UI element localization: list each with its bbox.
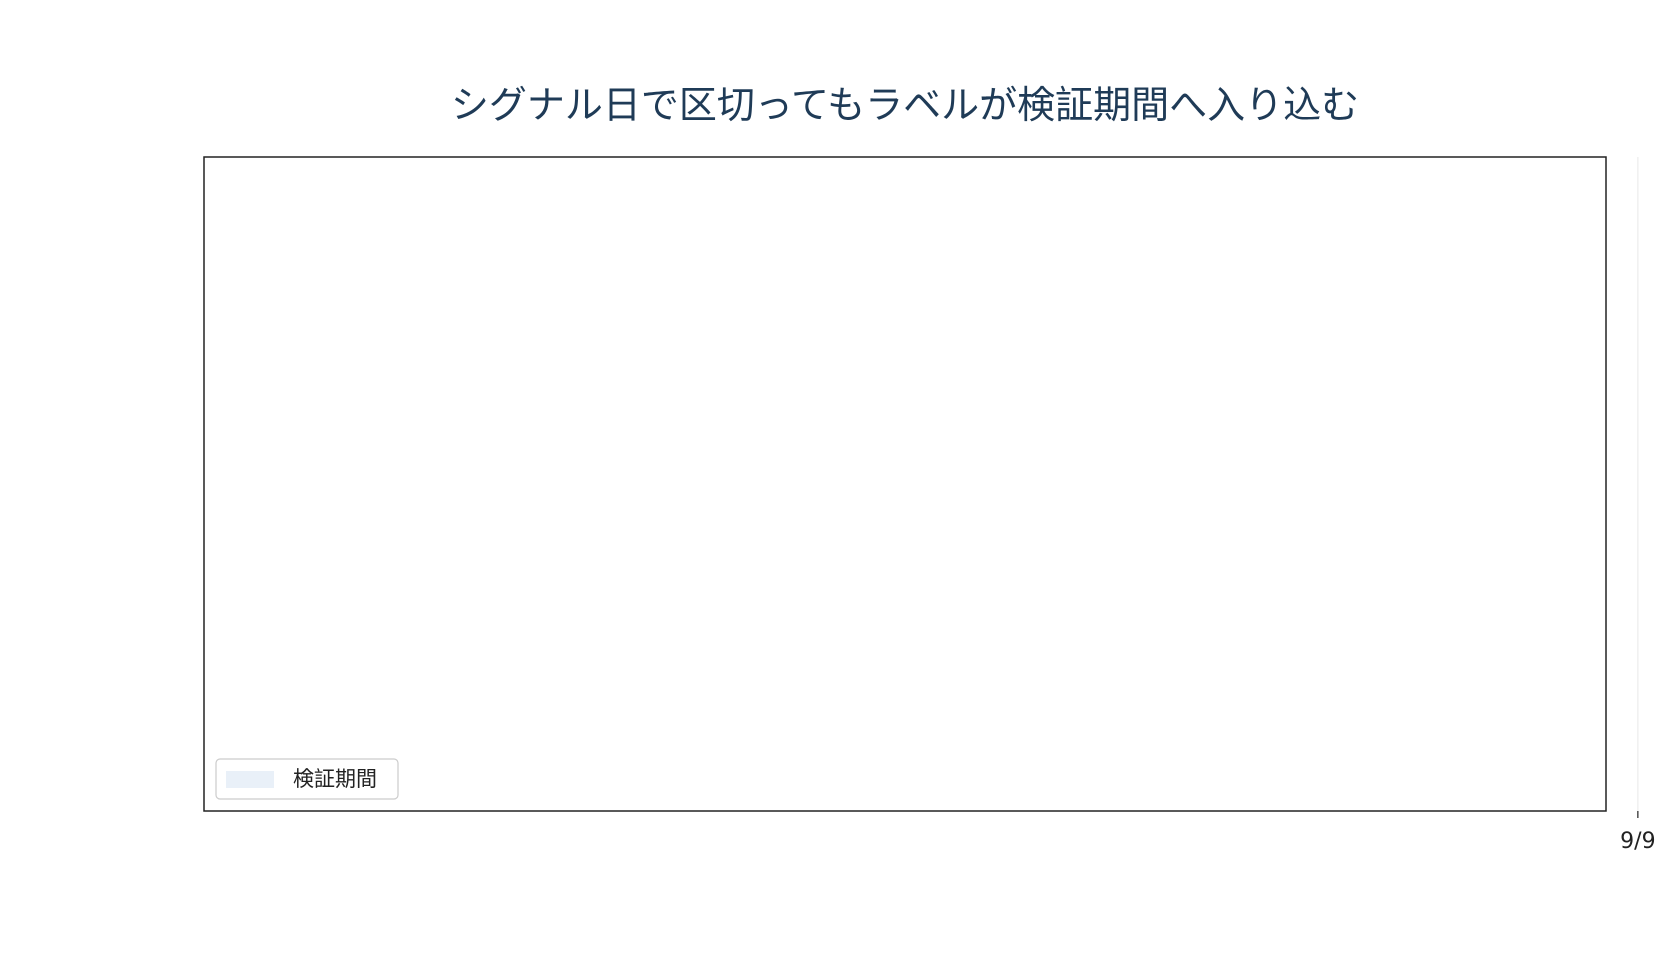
plot-frame: [203, 156, 1607, 812]
legend-box: [215, 758, 399, 800]
legend-swatch: [226, 771, 274, 788]
chart-title: シグナル日で区切ってもラベルが検証期間へ入り込む: [451, 83, 1359, 127]
x-tick-label-4: 9/9: [1620, 829, 1655, 854]
legend-label: 検証期間: [293, 767, 377, 791]
